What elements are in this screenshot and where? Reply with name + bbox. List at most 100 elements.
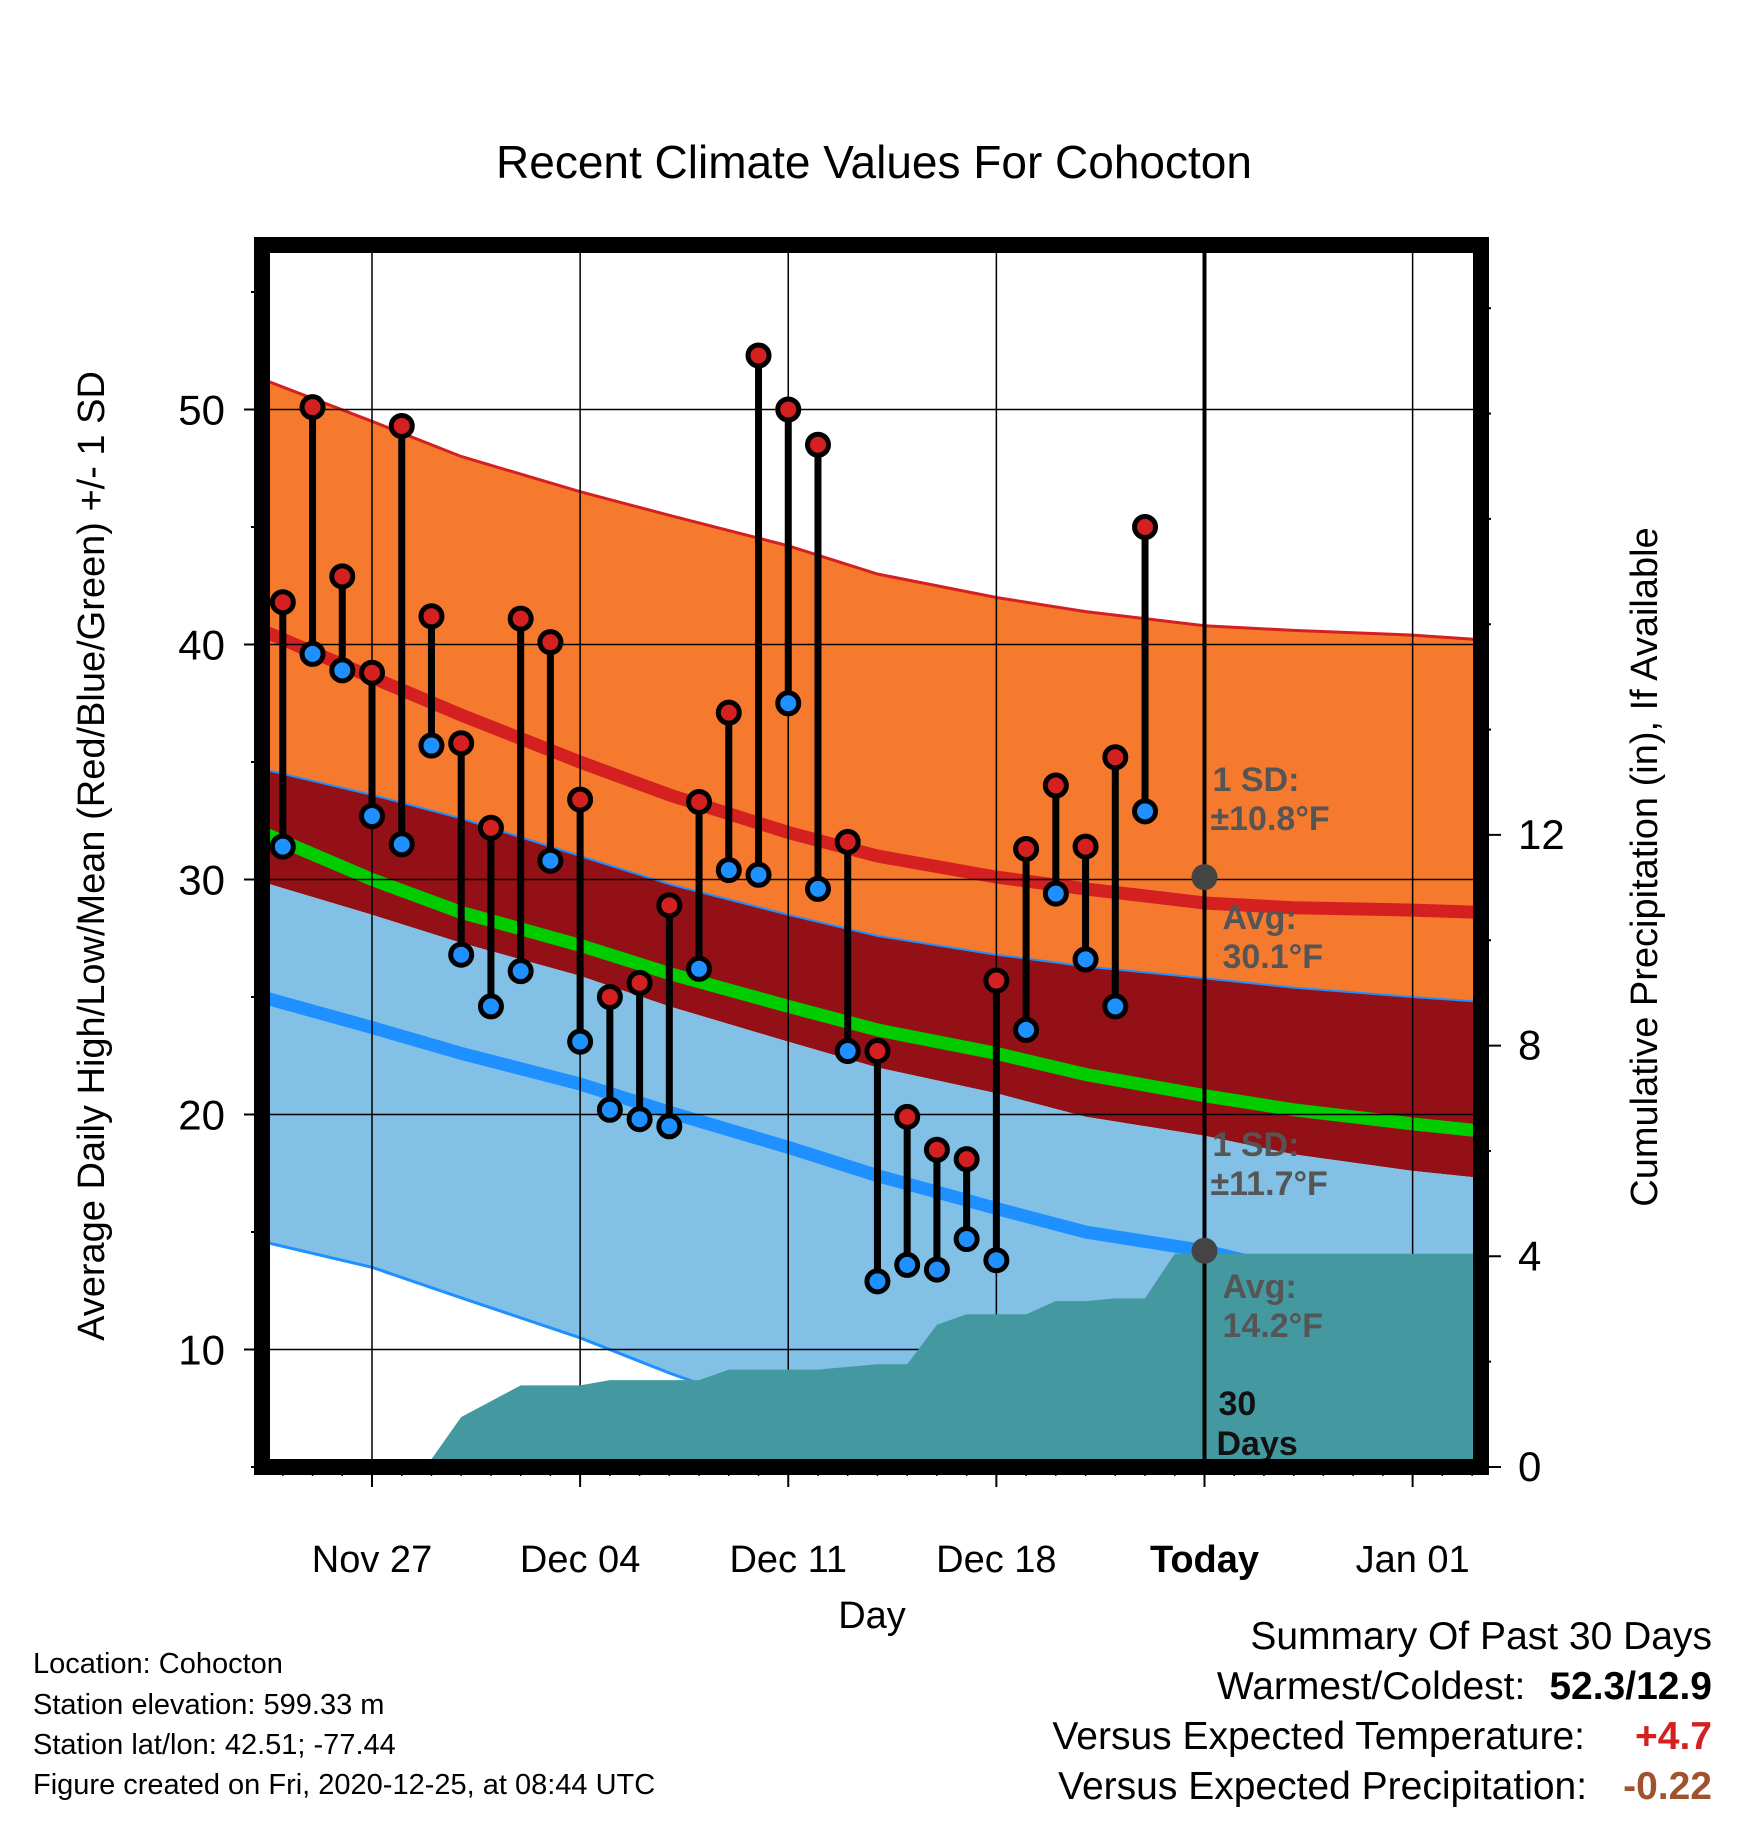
daily-high-point xyxy=(1013,835,1040,862)
daily-low-point xyxy=(923,1256,950,1283)
daily-high-point xyxy=(596,984,623,1010)
x-tick-label: Nov 27 xyxy=(312,1539,432,1581)
y-tick-label: 50 xyxy=(178,387,225,434)
today-high-avg-marker xyxy=(1191,864,1218,891)
high-avg-label: Avg: xyxy=(1222,899,1296,937)
normal-high-line xyxy=(262,624,1481,919)
daily-low-point xyxy=(299,640,326,667)
daily-high-point xyxy=(656,892,683,919)
daily-low-point xyxy=(507,958,534,985)
temperature-value: +4.7 xyxy=(1635,1715,1712,1758)
daily-high-point xyxy=(418,603,445,630)
daily-low-point xyxy=(596,1096,623,1123)
daily-high-point xyxy=(269,589,296,616)
daily-high-point xyxy=(686,788,713,815)
daily-high-point xyxy=(537,629,564,656)
daily-low-point xyxy=(269,833,296,860)
y-tick-label: 10 xyxy=(178,1327,225,1374)
daily-high-point xyxy=(804,431,831,458)
y2-tick-label: 4 xyxy=(1518,1232,1541,1279)
daily-low-point xyxy=(537,847,564,874)
low-avg-label: Avg: xyxy=(1222,1268,1296,1306)
precipitation-fill xyxy=(282,1253,1481,1467)
window-label-days: Days xyxy=(1216,1425,1297,1463)
daily-low-point xyxy=(804,875,831,902)
daily-low-point xyxy=(1132,798,1159,825)
high-sd-band xyxy=(262,379,1481,1002)
window-label-number: 30 xyxy=(1218,1385,1256,1423)
warmest-coldest-value: 52.3/12.9 xyxy=(1549,1665,1712,1708)
high-sd-value: ±10.8°F xyxy=(1210,800,1329,838)
high-upper-line xyxy=(262,377,1481,642)
warmest-coldest-label: Warmest/Coldest: xyxy=(1216,1665,1526,1708)
precipitation-area xyxy=(282,1253,1481,1467)
daily-high-point xyxy=(834,828,861,855)
daily-high-point xyxy=(894,1103,921,1130)
summary-temperature: Versus Expected Temperature: +4.7 xyxy=(1052,1715,1712,1759)
daily-low-point xyxy=(834,1038,861,1065)
daily-low-point xyxy=(418,732,445,759)
daily-low-point xyxy=(626,1106,653,1133)
y-tick-label: 40 xyxy=(178,622,225,669)
daily-low-point xyxy=(686,955,713,982)
daily-high-point xyxy=(953,1146,980,1173)
daily-high-point xyxy=(745,342,772,369)
chart-title: Recent Climate Values For Cohocton xyxy=(496,136,1252,188)
daily-high-point xyxy=(299,394,326,421)
daily-low-point xyxy=(745,861,772,888)
x-tick-label: Today xyxy=(1150,1539,1259,1581)
daily-high-point xyxy=(1042,772,1069,799)
summary-precipitation: Versus Expected Precipitation: -0.22 xyxy=(1058,1765,1712,1809)
latlon-text: Station lat/lon: 42.51; -77.44 xyxy=(33,1729,396,1761)
daily-low-point xyxy=(775,690,802,717)
daily-low-point xyxy=(359,803,386,830)
precipitation-label: Versus Expected Precipitation: xyxy=(1058,1765,1588,1808)
daily-low-point xyxy=(1102,993,1129,1020)
daily-low-point xyxy=(983,1247,1010,1274)
daily-low-point xyxy=(1072,946,1099,973)
daily-low-point xyxy=(388,831,415,858)
daily-high-point xyxy=(1132,514,1159,540)
daily-low-point xyxy=(477,993,504,1020)
daily-high-point xyxy=(388,412,415,439)
daily-high-point xyxy=(1102,744,1129,771)
daily-low-point xyxy=(567,1028,594,1055)
location-text: Location: Cohocton xyxy=(33,1648,283,1680)
daily-high-point xyxy=(923,1136,950,1163)
precipitation-value: -0.22 xyxy=(1623,1765,1712,1808)
x-axis-label: Day xyxy=(838,1595,906,1637)
daily-observations xyxy=(269,342,1159,1295)
elevation-text: Station elevation: 599.33 m xyxy=(33,1689,385,1721)
daily-low-point xyxy=(1042,880,1069,907)
daily-high-point xyxy=(477,814,504,841)
daily-high-point xyxy=(359,659,386,686)
low-sd-value: ±11.7°F xyxy=(1210,1165,1327,1203)
y-tick-label: 20 xyxy=(178,1092,225,1139)
y2-tick-label: 8 xyxy=(1518,1022,1541,1069)
mean-band xyxy=(262,769,1481,1178)
daily-high-point xyxy=(448,730,475,757)
x-tick-label: Jan 01 xyxy=(1356,1539,1470,1581)
high-sd-label: 1 SD: xyxy=(1212,761,1299,799)
daily-high-point xyxy=(507,605,534,632)
daily-high-point xyxy=(864,1038,891,1065)
high-avg-value: 30.1°F xyxy=(1222,938,1323,976)
daily-high-point xyxy=(329,563,356,590)
today-low-avg-marker xyxy=(1191,1237,1218,1264)
daily-low-point xyxy=(1013,1016,1040,1043)
daily-high-point xyxy=(1072,833,1099,860)
daily-low-point xyxy=(329,657,356,684)
x-tick-label: Dec 18 xyxy=(936,1539,1056,1581)
daily-high-point xyxy=(775,396,802,423)
daily-low-point xyxy=(448,941,475,968)
x-tick-label: Dec 04 xyxy=(520,1539,640,1581)
temperature-label: Versus Expected Temperature: xyxy=(1052,1715,1585,1758)
daily-low-point xyxy=(894,1251,921,1278)
summary-title: Summary Of Past 30 Days xyxy=(1250,1615,1712,1658)
daily-low-point xyxy=(656,1113,683,1140)
x-tick-label: Dec 11 xyxy=(729,1539,847,1581)
created-text: Figure created on Fri, 2020-12-25, at 08… xyxy=(33,1769,656,1801)
summary-warmest-coldest: Warmest/Coldest: 52.3/12.9 xyxy=(1217,1665,1712,1709)
